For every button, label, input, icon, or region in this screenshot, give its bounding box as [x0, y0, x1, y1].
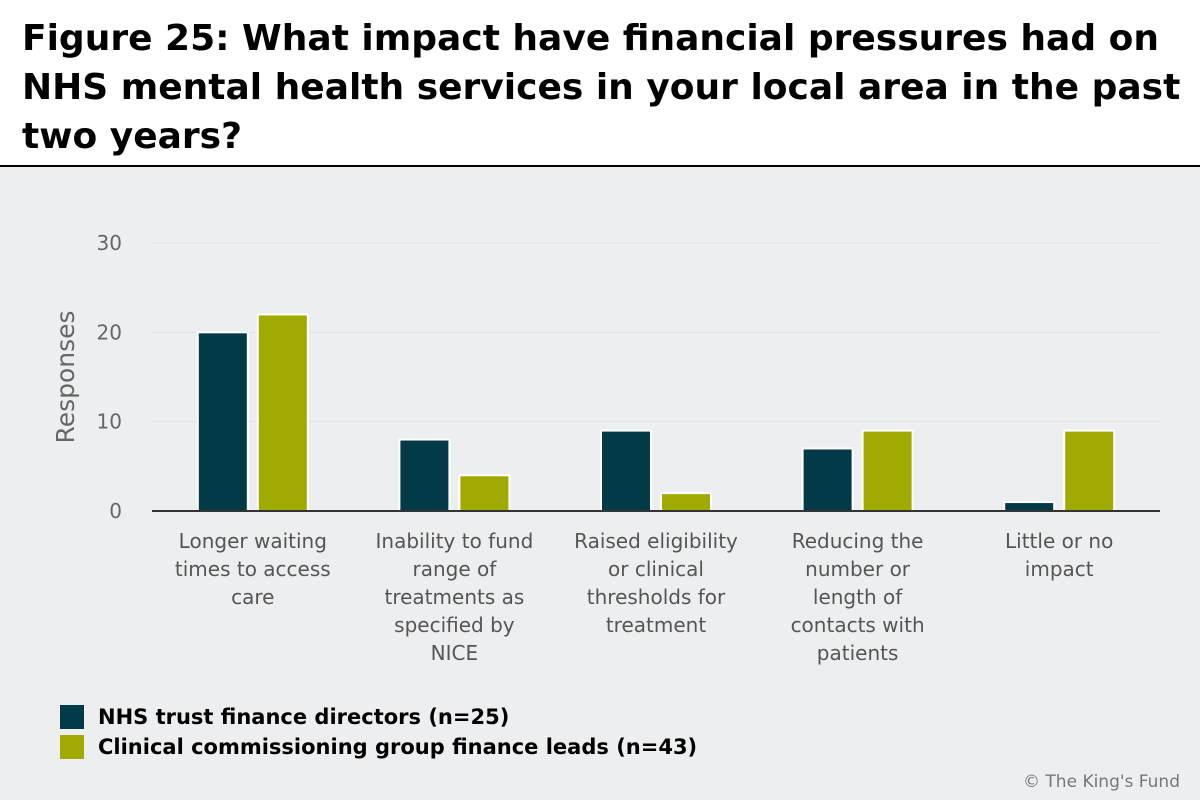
legend-swatch-ccg	[60, 735, 84, 759]
legend-item-ccg: Clinical commissioning group finance lea…	[60, 732, 697, 762]
legend-item-trust: NHS trust finance directors (n=25)	[60, 702, 697, 732]
bar-ccg	[1063, 429, 1116, 513]
x-category-label: Inability to fund range of treatments as sp…	[376, 529, 534, 665]
title-divider	[0, 165, 1200, 167]
y-axis-label: Responses	[51, 310, 80, 443]
bar-trust	[801, 447, 854, 513]
y-tick-label: 0	[109, 499, 122, 523]
x-category-label: Little or no impact	[1005, 529, 1113, 581]
header: Figure 25: What impact have financial pr…	[0, 0, 1200, 166]
legend-label-trust: NHS trust finance directors (n=25)	[98, 705, 510, 729]
bar-ccg	[660, 492, 712, 512]
bar-trust	[600, 429, 652, 513]
x-category-label: Reducing the number or length of contacts w…	[791, 529, 925, 665]
y-tick-label: 20	[97, 320, 122, 344]
legend: NHS trust finance directors (n=25) Clini…	[60, 702, 697, 762]
bar-trust	[398, 438, 451, 512]
bar-ccg	[458, 474, 511, 512]
bar-trust	[196, 331, 249, 513]
legend-label-ccg: Clinical commissioning group finance lea…	[98, 735, 698, 759]
figure-title: Figure 25: What impact have financial pr…	[22, 18, 1181, 157]
legend-swatch-trust	[60, 705, 84, 729]
x-category-label: Longer waiting times to access care	[175, 529, 331, 609]
bar-trust	[1003, 501, 1056, 513]
bar-ccg	[256, 313, 309, 513]
x-category-label: Raised eligibility or clinical thresholds …	[574, 529, 738, 637]
bar-ccg	[861, 429, 914, 513]
copyright-notice: © The King's Fund	[1023, 772, 1180, 792]
y-tick-label: 30	[97, 231, 122, 255]
y-tick-label: 10	[97, 410, 122, 434]
